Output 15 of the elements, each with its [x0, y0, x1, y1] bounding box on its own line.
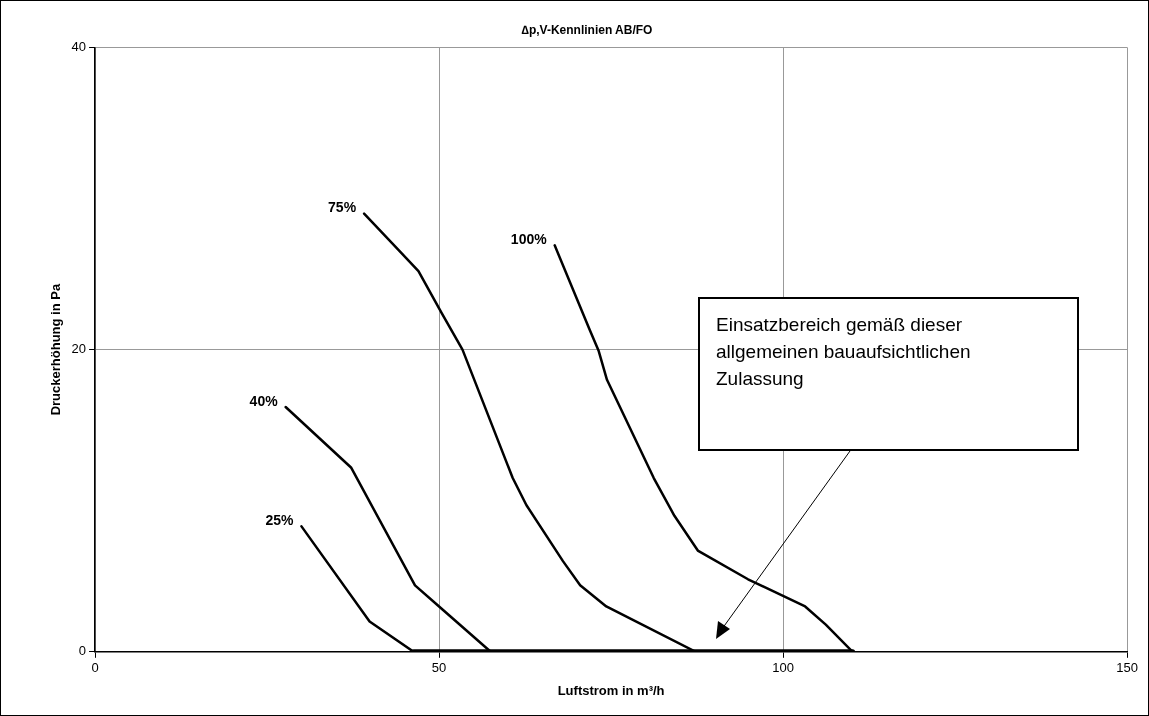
series-label: 40% [249, 392, 279, 409]
x-axis-title: Luftstrom in m³/h [557, 682, 665, 698]
series-label: 100% [510, 231, 548, 248]
x-tick-label: 150 [1116, 660, 1139, 676]
y-tick-label: 0 [78, 643, 87, 659]
x-tick-label: 0 [91, 660, 99, 676]
chart-title: ∆p,V-Kennlinien AB/FO [521, 22, 653, 37]
x-tick-label: 50 [431, 660, 447, 676]
series-label: 25% [265, 512, 295, 529]
annotation: Einsatzbereich gemäß dieser allgemeinen bauaufsichtlichen Zulassung [716, 313, 972, 391]
series-label: 75% [328, 199, 357, 216]
y-axis-title: Druckerhöhung in Pa [48, 283, 64, 416]
y-tick-label: 20 [71, 341, 87, 357]
y-tick-label: 40 [71, 38, 87, 54]
x-tick-label: 100 [772, 660, 794, 676]
